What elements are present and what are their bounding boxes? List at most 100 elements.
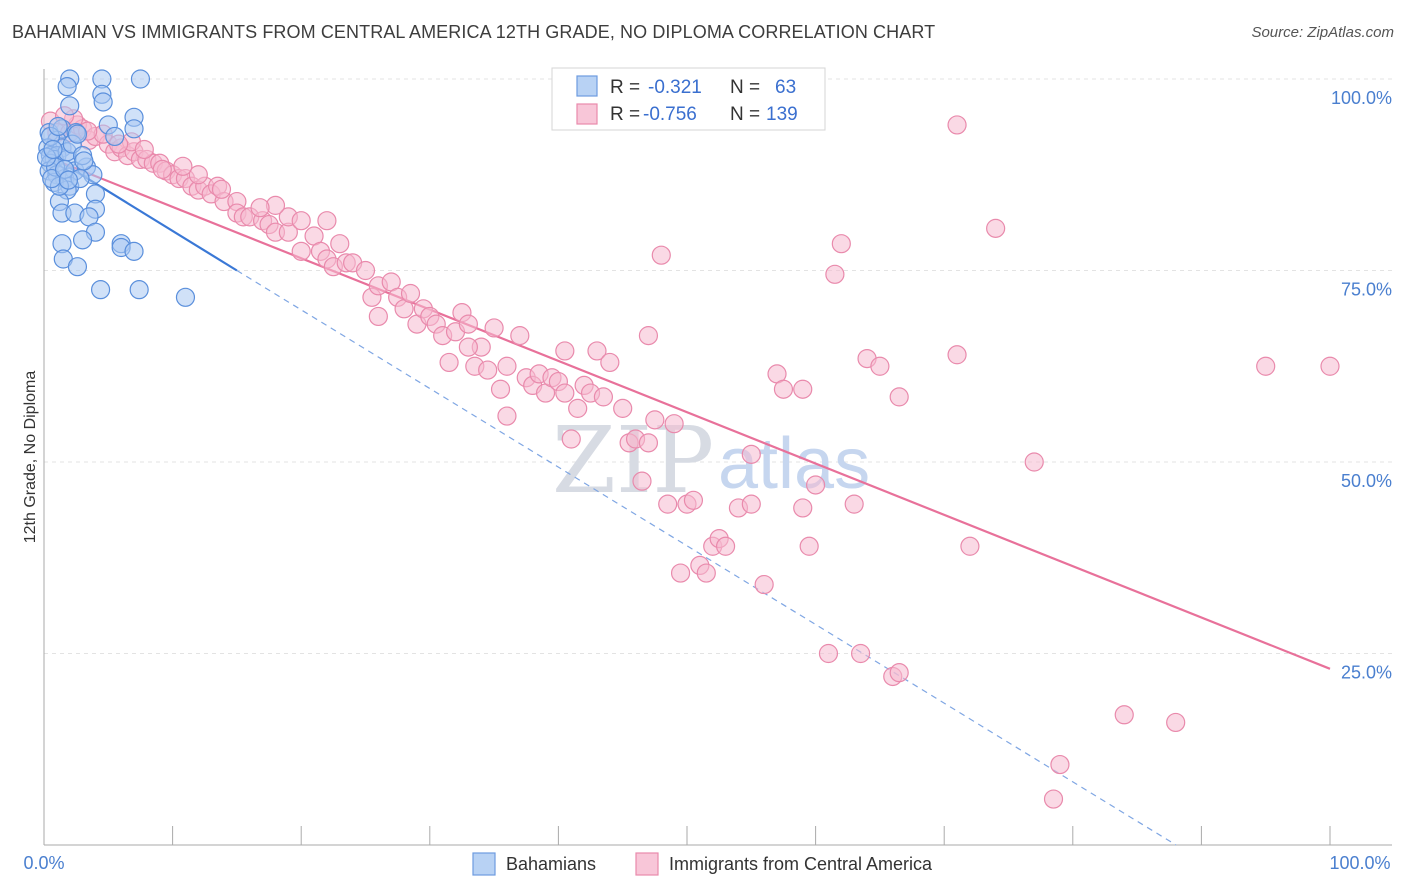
immigrants-point-123 bbox=[960, 536, 980, 556]
immigrants-point-91 bbox=[658, 494, 678, 514]
immigrants-point-114 bbox=[844, 494, 864, 514]
grid bbox=[44, 78, 1392, 654]
bahamians-point-47 bbox=[175, 287, 196, 307]
legend-r-label-1: R = bbox=[610, 77, 640, 98]
bahamians-point-44 bbox=[67, 257, 88, 277]
bahamians-point-14 bbox=[105, 126, 125, 147]
legend-n-label-1: N = bbox=[730, 77, 760, 98]
bahamians-point-59 bbox=[67, 124, 88, 144]
immigrants-point-148 bbox=[250, 198, 270, 218]
immigrants-point-131 bbox=[1320, 356, 1340, 376]
bahamians-point-45 bbox=[90, 280, 111, 300]
immigrants-point-75 bbox=[555, 383, 575, 403]
legend-swatch-immigrants bbox=[576, 103, 598, 125]
immigrants-point-90 bbox=[651, 245, 671, 265]
immigrants-point-36 bbox=[291, 211, 311, 231]
legend-r-value-2: -0.756 bbox=[643, 104, 697, 125]
immigrants-point-45 bbox=[355, 260, 376, 281]
watermark-atlas: atlas bbox=[718, 424, 870, 504]
immigrants-point-103 bbox=[741, 494, 761, 514]
y-tick-label-2: 50.0% bbox=[1341, 471, 1392, 491]
bahamians-point-62 bbox=[58, 170, 79, 190]
immigrants-point-81 bbox=[593, 387, 614, 407]
immigrants-point-128 bbox=[1114, 705, 1134, 725]
immigrants-point-95 bbox=[683, 490, 704, 510]
immigrants-point-125 bbox=[1024, 452, 1044, 472]
bottom-legend-label-bahamians: Bahamians bbox=[506, 854, 596, 874]
immigrants-point-47 bbox=[368, 306, 388, 327]
immigrants-point-106 bbox=[773, 379, 794, 399]
x-tick-label-left: 0.0% bbox=[23, 853, 64, 873]
immigrants-point-117 bbox=[870, 356, 890, 376]
trend-immigrants bbox=[43, 154, 1331, 670]
bahamians-point-6 bbox=[60, 96, 80, 116]
immigrants-point-122 bbox=[947, 115, 967, 135]
immigrants-point-137 bbox=[188, 165, 208, 185]
immigrants-point-108 bbox=[793, 498, 813, 518]
immigrants-point-121 bbox=[947, 345, 967, 365]
immigrants-point-77 bbox=[568, 398, 588, 418]
immigrants-point-134 bbox=[458, 337, 478, 357]
bahamians-point-9 bbox=[124, 119, 144, 139]
chart-title: BAHAMIAN VS IMMIGRANTS FROM CENTRAL AMER… bbox=[12, 22, 936, 42]
bottom-legend-swatch-immigrants bbox=[635, 852, 659, 876]
x-tick-label-right: 100.0% bbox=[1329, 853, 1390, 873]
immigrants-point-68 bbox=[510, 326, 530, 346]
immigrants-point-37 bbox=[291, 241, 311, 261]
immigrants-point-133 bbox=[497, 356, 517, 376]
y-tick-label-1: 75.0% bbox=[1341, 280, 1392, 300]
immigrants-point-102 bbox=[741, 444, 761, 464]
x-ticks bbox=[43, 826, 1331, 845]
legend-swatch-bahamians bbox=[576, 75, 598, 97]
immigrants-point-109 bbox=[799, 536, 819, 556]
immigrants-point-104 bbox=[754, 574, 774, 595]
immigrants-point-64 bbox=[478, 360, 498, 380]
series-bahamians-points bbox=[36, 69, 196, 307]
immigrants-point-112 bbox=[825, 264, 845, 284]
bahamians-point-61 bbox=[43, 139, 63, 160]
immigrants-point-147 bbox=[211, 179, 232, 199]
immigrants-point-61 bbox=[458, 314, 478, 334]
immigrants-point-58 bbox=[439, 352, 459, 373]
immigrants-point-76 bbox=[561, 429, 581, 449]
y-tick-labels: 100.0% 75.0% 50.0% 25.0% bbox=[1331, 88, 1392, 683]
immigrants-point-67 bbox=[497, 406, 517, 426]
bahamians-point-42 bbox=[124, 241, 144, 261]
immigrants-point-129 bbox=[1166, 712, 1186, 733]
bahamians-point-5 bbox=[93, 92, 113, 112]
immigrants-point-132 bbox=[555, 341, 575, 361]
legend-n-value-1: 63 bbox=[775, 77, 796, 98]
immigrants-point-97 bbox=[696, 563, 716, 583]
bottom-legend-swatch-bahamians bbox=[472, 852, 496, 876]
y-tick-label-0: 100.0% bbox=[1331, 88, 1392, 108]
immigrants-point-119 bbox=[889, 663, 909, 683]
y-axis-title: 12th Grade, No Diploma bbox=[22, 371, 39, 544]
immigrants-point-86 bbox=[632, 471, 652, 491]
immigrants-point-89 bbox=[638, 326, 659, 346]
immigrants-point-80 bbox=[587, 341, 607, 361]
bottom-legend-label-immigrants: Immigrants from Central America bbox=[669, 854, 933, 874]
immigrants-point-127 bbox=[1043, 789, 1064, 809]
immigrants-point-66 bbox=[490, 379, 511, 399]
legend-r-value-1: -0.321 bbox=[648, 77, 702, 98]
bahamians-point-57 bbox=[74, 151, 94, 171]
legend-n-label-2: N = bbox=[730, 104, 760, 125]
legend-n-value-2: 139 bbox=[766, 104, 798, 125]
immigrants-point-52 bbox=[400, 283, 421, 304]
immigrants-point-135 bbox=[317, 211, 337, 231]
immigrants-point-115 bbox=[851, 643, 871, 664]
immigrants-point-120 bbox=[889, 387, 909, 407]
immigrants-point-42 bbox=[330, 234, 350, 254]
bahamians-point-38 bbox=[72, 230, 93, 250]
immigrants-point-146 bbox=[173, 156, 193, 176]
immigrants-point-107 bbox=[793, 379, 813, 399]
immigrants-point-145 bbox=[134, 139, 154, 160]
bahamians-point-46 bbox=[129, 280, 149, 300]
trend-bahamians-extrapolated bbox=[236, 269, 1177, 846]
bottom-legend: Bahamians Immigrants from Central Americ… bbox=[472, 852, 933, 876]
immigrants-point-93 bbox=[670, 563, 691, 583]
immigrants-point-82 bbox=[600, 352, 620, 373]
y-tick-label-3: 25.0% bbox=[1341, 663, 1392, 683]
immigrants-point-138 bbox=[152, 159, 172, 179]
